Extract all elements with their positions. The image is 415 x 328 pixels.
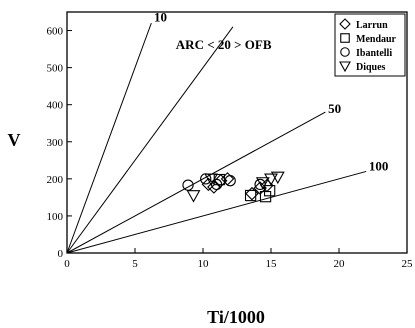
- x-tick-label: 15: [266, 258, 278, 270]
- legend-label: Diques: [356, 62, 386, 73]
- point-mendaur: [259, 190, 272, 203]
- legend-marker-diques: [339, 61, 351, 73]
- x-tick-label: 20: [334, 258, 346, 270]
- reference-lines: [66, 22, 367, 254]
- legend-marker-larrun: [339, 18, 351, 30]
- line-annotation: 10: [154, 9, 167, 24]
- legend-label: Larrun: [356, 20, 388, 31]
- y-tick-label: 100: [47, 211, 64, 223]
- legend-label: Mendaur: [356, 34, 397, 45]
- x-tick-label: 10: [198, 258, 210, 270]
- point-mendaur: [244, 189, 257, 202]
- point-mendaur: [263, 185, 276, 197]
- point-diques: [255, 177, 270, 190]
- y-tick-label: 200: [47, 174, 64, 186]
- legend-marker-ibantelli: [340, 47, 350, 57]
- axis-ticks: 0 5 10 15 20 25 0 100 200 300 400 500 600: [47, 26, 414, 270]
- x-axis-title: Ti/1000: [207, 307, 265, 327]
- y-axis-title: V: [8, 130, 21, 150]
- ratio-line-50: [66, 111, 326, 254]
- y-tick-label: 500: [47, 63, 64, 75]
- legend-box: [334, 13, 406, 77]
- legend: Larrun Mendaur Ibantelli Diques: [334, 13, 406, 77]
- line-annotation: 50: [328, 101, 341, 116]
- point-diques: [204, 173, 219, 186]
- ratio-line-20: [66, 26, 234, 254]
- legend-marker-mendaur: [340, 33, 350, 43]
- y-tick-label: 400: [47, 100, 64, 112]
- legend-label: Ibantelli: [356, 48, 392, 59]
- x-tick-label: 5: [132, 258, 138, 270]
- y-tick-label: 300: [47, 137, 64, 149]
- point-ibantelli: [224, 175, 236, 187]
- point-diques: [270, 171, 285, 185]
- line-annotation: ARC < 20 > OFB: [176, 37, 272, 52]
- ratio-line-100: [66, 170, 367, 254]
- plot-frame: [66, 11, 408, 254]
- point-diques: [186, 190, 201, 203]
- data-points: [182, 171, 285, 203]
- y-tick-label: 600: [47, 26, 64, 38]
- x-tick-label: 0: [64, 258, 70, 270]
- x-tick-label: 25: [402, 258, 414, 270]
- annotations: 10 ARC < 20 > OFB 50 100: [154, 9, 388, 173]
- plot-border: [66, 11, 408, 254]
- y-tick-label: 0: [58, 248, 64, 260]
- ratio-line-10: [66, 22, 152, 254]
- point-diques: [264, 173, 278, 186]
- line-annotation: 100: [369, 159, 389, 174]
